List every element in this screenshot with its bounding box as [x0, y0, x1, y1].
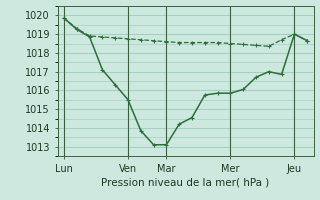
- X-axis label: Pression niveau de la mer( hPa ): Pression niveau de la mer( hPa ): [101, 178, 270, 188]
